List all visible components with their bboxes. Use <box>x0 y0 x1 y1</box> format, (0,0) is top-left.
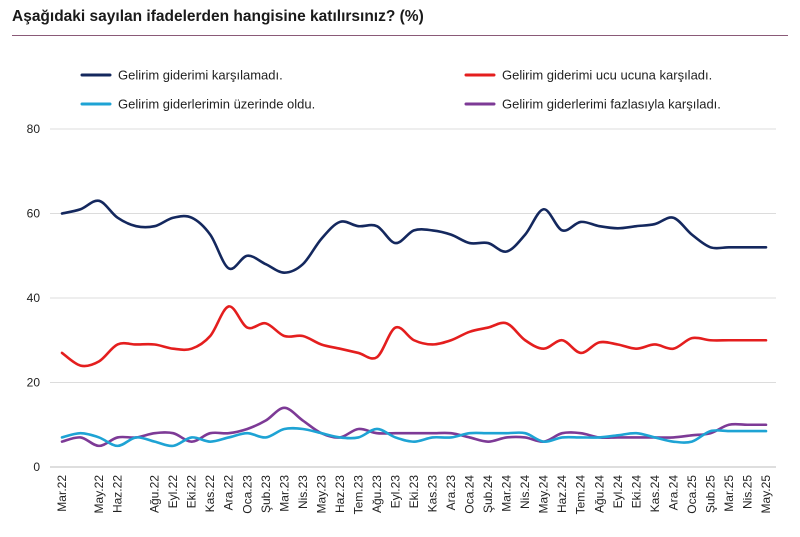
legend-label: Gelirim giderlerimi fazlasıyla karşıladı… <box>502 97 721 112</box>
y-axis-ticks: 0 20 40 60 80 <box>27 122 41 474</box>
y-tick-label: 80 <box>27 122 41 136</box>
series-line-2 <box>60 305 768 368</box>
x-tick-label: Kas.22 <box>203 475 217 513</box>
x-tick-label: Mar.23 <box>277 475 291 512</box>
x-tick-label: Haz.22 <box>111 475 125 513</box>
legend-label: Gelirim giderimi ucu ucuna karşıladı. <box>502 68 712 83</box>
x-tick-label: Mar.22 <box>55 475 69 512</box>
x-tick-label: Eki.23 <box>407 475 421 509</box>
x-tick-label: May.24 <box>537 475 551 514</box>
x-tick-label: Eyl.23 <box>388 475 402 509</box>
x-tick-label: Haz.24 <box>555 475 569 513</box>
y-tick-label: 60 <box>27 207 41 221</box>
legend-label: Gelirim giderlerimin üzerinde oldu. <box>118 97 315 112</box>
x-tick-label: Eki.24 <box>629 475 643 509</box>
x-tick-label: Haz.23 <box>333 475 347 513</box>
x-tick-label: May.22 <box>92 475 106 514</box>
x-tick-label: Ağu.23 <box>370 475 384 513</box>
x-tick-label: Oca.23 <box>240 475 254 514</box>
x-tick-label: Şub.23 <box>259 475 273 513</box>
x-tick-label: Eyl.22 <box>166 475 180 509</box>
x-tick-label: Mar.25 <box>722 475 736 512</box>
x-tick-label: Kas.24 <box>648 475 662 513</box>
x-tick-label: May.25 <box>759 475 773 514</box>
y-tick-label: 40 <box>27 291 41 305</box>
x-tick-label: Tem.24 <box>574 475 588 515</box>
series-line-4 <box>60 406 768 448</box>
series-lines <box>60 199 768 448</box>
x-tick-label: Eyl.24 <box>611 475 625 509</box>
x-tick-label: Nis.24 <box>518 475 532 509</box>
x-tick-label: May.23 <box>314 475 328 514</box>
x-tick-label: Eki.22 <box>185 475 199 509</box>
x-tick-label: Şub.25 <box>703 475 717 513</box>
x-tick-label: Ağu.24 <box>592 475 606 513</box>
legend: Gelirim giderimi karşılamadı. Gelirim gid… <box>80 68 721 112</box>
x-tick-label: Ara.23 <box>444 475 458 511</box>
series-line-3 <box>60 426 768 448</box>
x-tick-label: Mar.24 <box>500 475 514 512</box>
x-tick-label: Kas.23 <box>426 475 440 513</box>
x-tick-label: Nis.23 <box>296 475 310 509</box>
x-tick-label: Ara.22 <box>222 475 236 511</box>
gridlines <box>50 128 776 468</box>
x-tick-label: Oca.25 <box>685 475 699 514</box>
x-tick-label: Şub.24 <box>481 475 495 513</box>
legend-label: Gelirim giderimi karşılamadı. <box>118 68 283 83</box>
x-tick-label: Tem.23 <box>351 475 365 515</box>
x-tick-label: Ara.24 <box>666 475 680 511</box>
y-tick-label: 0 <box>33 460 40 474</box>
chart-title: Aşağıdaki sayılan ifadelerden hangisine … <box>12 8 424 25</box>
x-tick-label: Oca.24 <box>463 475 477 514</box>
y-tick-label: 20 <box>27 376 41 390</box>
x-tick-label: Ağu.22 <box>148 475 162 513</box>
x-axis-ticks: Mar.22 May.22 Haz.22 Ağu.22 Eyl.22 Eki.22 Kas.… <box>55 475 773 515</box>
title-divider <box>12 35 788 36</box>
x-tick-label: Nis.25 <box>740 475 754 509</box>
series-line-1 <box>60 199 768 274</box>
